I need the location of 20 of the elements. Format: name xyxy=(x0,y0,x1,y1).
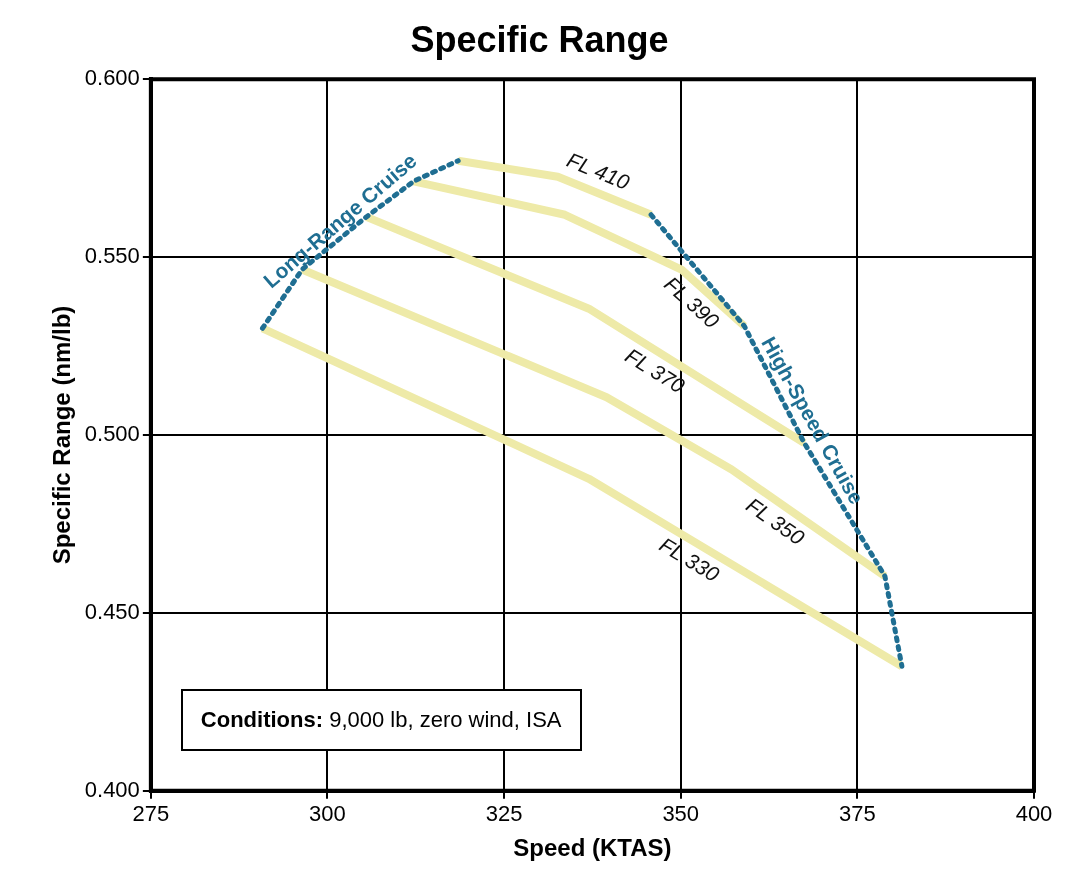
x-tick-label: 350 xyxy=(662,801,700,827)
y-tick-label: 0.400 xyxy=(84,776,140,802)
y-axis-title: Specific Range (nm/lb) xyxy=(48,305,76,565)
y-tick-label: 0.550 xyxy=(84,243,140,269)
text: FL 330 xyxy=(655,532,724,586)
text: FL 350 xyxy=(742,493,809,550)
chart-title: Specific Range xyxy=(410,18,669,60)
text: FL 390 xyxy=(660,271,724,333)
y-tick-label: 0.450 xyxy=(84,598,140,624)
y-tick-label: 0.600 xyxy=(84,65,140,91)
x-tick-label: 325 xyxy=(485,801,523,827)
y-tick-label: 0.500 xyxy=(84,421,140,447)
x-tick-label: 275 xyxy=(132,801,170,827)
x-axis-title: Speed (KTAS) xyxy=(513,834,672,862)
x-tick-label: 375 xyxy=(839,801,876,827)
text: FL 370 xyxy=(621,343,690,398)
annotation: Conditions: 9,000 lb, zero wind, ISA xyxy=(180,688,582,751)
x-tick-label: 400 xyxy=(1015,801,1053,827)
x-tick-label: 300 xyxy=(309,801,346,827)
text: FL 410 xyxy=(563,147,633,194)
